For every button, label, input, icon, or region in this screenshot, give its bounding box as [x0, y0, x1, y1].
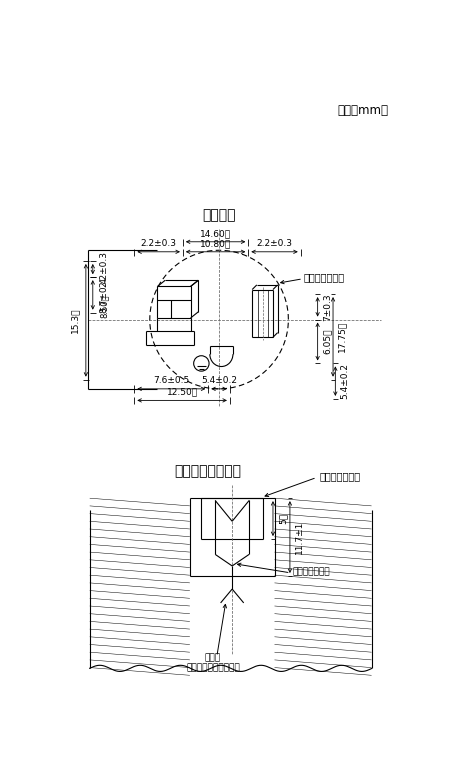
Text: 10.80下: 10.80下	[200, 239, 231, 248]
Text: 11.7±1: 11.7±1	[295, 521, 304, 554]
Text: 刃受け
（形状は一例を示す）: 刃受け （形状は一例を示す）	[186, 653, 240, 672]
Text: 15.3上: 15.3上	[71, 307, 80, 333]
Text: 7±0.3: 7±0.3	[323, 293, 332, 320]
Text: （単位mm）: （単位mm）	[338, 104, 388, 117]
Text: 8.7±0.4: 8.7±0.4	[99, 277, 108, 313]
Text: 2.2±0.3: 2.2±0.3	[141, 239, 177, 248]
Text: 面取りすること: 面取りすること	[304, 273, 345, 282]
Text: 14.60上: 14.60上	[200, 229, 231, 238]
Text: 12.50上: 12.50上	[166, 387, 198, 397]
Text: 8.50下: 8.50下	[100, 295, 109, 318]
Text: 刃受け穴の断面図: 刃受け穴の断面図	[174, 464, 241, 478]
Text: 5.4±0.2: 5.4±0.2	[340, 363, 349, 399]
Text: 5上: 5上	[279, 513, 288, 524]
Text: 17.75上: 17.75上	[338, 321, 346, 353]
Text: 刃受け穴: 刃受け穴	[202, 209, 236, 223]
Text: 7.6±0.5: 7.6±0.5	[153, 376, 189, 385]
Text: 面取りすること: 面取りすること	[319, 471, 360, 480]
Text: 5.4±0.2: 5.4±0.2	[201, 376, 237, 385]
Text: ボッチの中心線: ボッチの中心線	[292, 567, 330, 576]
Text: 6.05下: 6.05下	[323, 329, 332, 354]
Text: 2.2±0.3: 2.2±0.3	[99, 251, 108, 287]
Text: 2.2±0.3: 2.2±0.3	[256, 239, 292, 248]
